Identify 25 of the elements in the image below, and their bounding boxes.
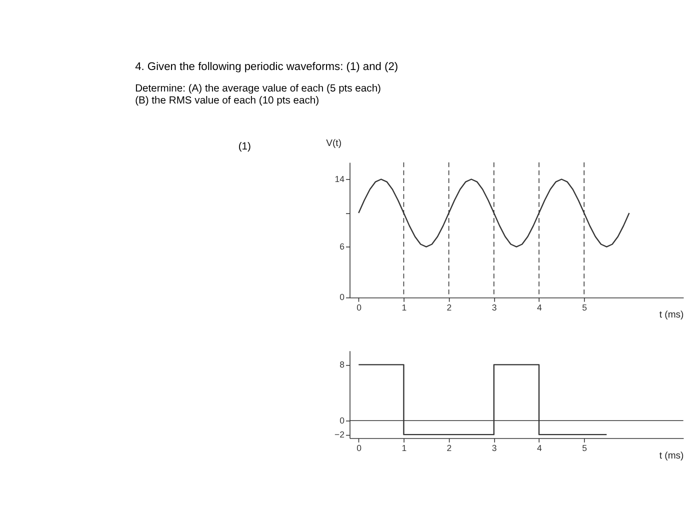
y-axis-title: V(t) <box>326 138 342 150</box>
x-axis-title: t (ms) <box>659 310 684 321</box>
y-tick-label: 0 <box>340 415 345 426</box>
chart-title: 4. Given the following periodic waveforms: (1) and (2) <box>135 61 398 74</box>
x-tick-label: 3 <box>492 443 497 454</box>
x-tick-label: 1 <box>402 302 407 313</box>
y-tick-label: 8 <box>340 359 345 370</box>
x-tick-label: 0 <box>356 443 362 454</box>
x-tick-label: 3 <box>492 302 497 313</box>
x-tick-label: 0 <box>356 302 362 313</box>
x-axis-title: t (ms) <box>659 450 684 462</box>
x-tick-label: 4 <box>536 302 542 313</box>
y-tick-label: 14 <box>334 174 345 184</box>
x-tick-label: 5 <box>582 302 588 313</box>
text: (1) <box>238 142 251 153</box>
y-tick-label: 0 <box>340 292 345 302</box>
x-tick-label: 5 <box>582 443 588 454</box>
text: Determine: (A) the average value of each (5 pts each) <box>135 84 381 95</box>
y-tick-label: 6 <box>340 242 345 252</box>
x-tick-label: 4 <box>536 443 542 454</box>
x-tick-label: 2 <box>446 302 452 313</box>
x-tick-label: 2 <box>446 443 452 454</box>
y-tick-label: −2 <box>334 429 345 440</box>
x-tick-label: 1 <box>402 443 407 454</box>
text: (B) the RMS value of each (10 pts each) <box>135 96 320 107</box>
